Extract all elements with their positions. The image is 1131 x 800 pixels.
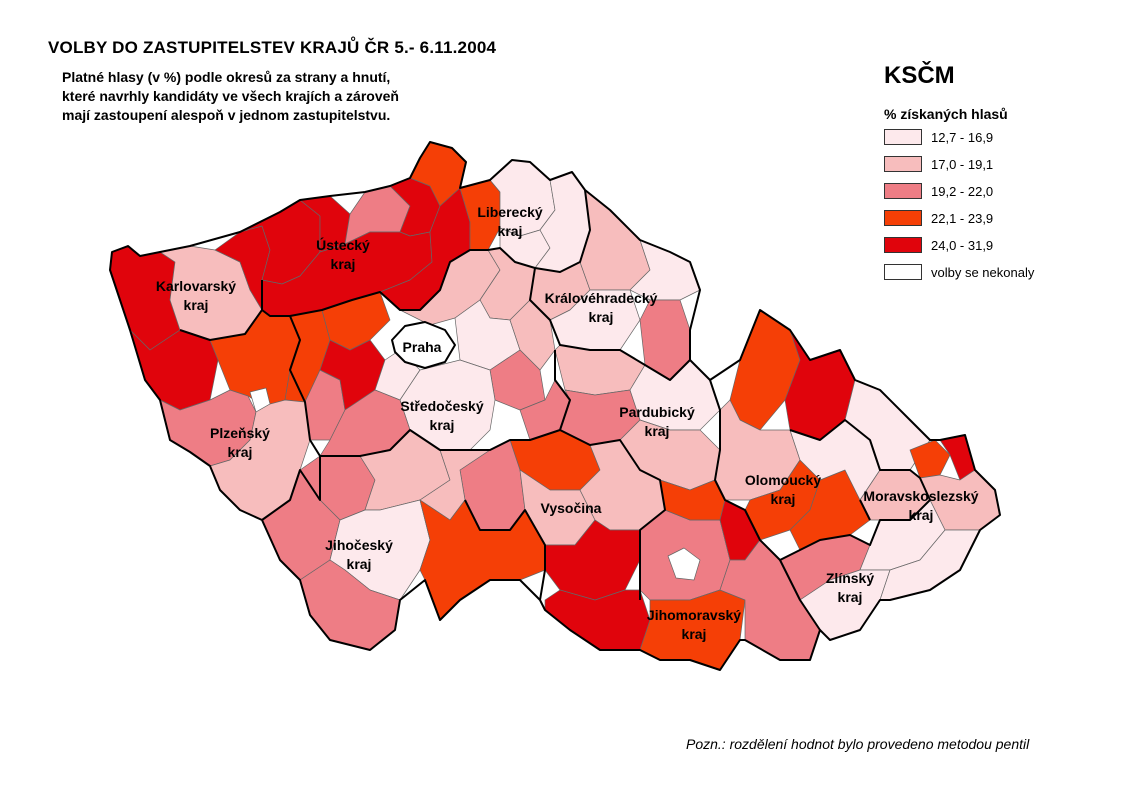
subtitle-line: Platné hlasy (v %) podle okresů za stran…: [62, 69, 391, 85]
legend-label: 12,7 - 16,9: [931, 129, 994, 145]
region-label-olomoucky: Olomoucký kraj: [745, 472, 821, 507]
region-label-karlovarsky: Karlovarský kraj: [156, 278, 236, 313]
legend-item: 12,7 - 16,9: [884, 128, 993, 146]
region-border: [179, 280, 263, 341]
region-border: [859, 499, 871, 521]
region-border: [464, 499, 546, 601]
legend-party: KSČM: [884, 62, 955, 89]
subtitle-line: mají zastoupení alespoň v jednom zastupi…: [62, 107, 391, 123]
legend-item: 17,0 - 19,1: [884, 155, 993, 173]
region-label-moravskoslezsky: Moravskoslezský kraj: [863, 488, 978, 523]
region-border: [779, 559, 821, 631]
legend-swatch: [884, 129, 922, 145]
footnote: Pozn.: rozdělení hodnot bylo provedeno m…: [686, 736, 1030, 752]
legend-label: 24,0 - 31,9: [931, 237, 994, 253]
legend-item: 19,2 - 22,0: [884, 182, 993, 200]
map-title: VOLBY DO ZASTUPITELSTEV KRAJŮ ČR 5.- 6.1…: [48, 38, 497, 57]
region-label-ustecky: Ústecký kraj: [316, 236, 370, 272]
region-label-vysocina: Vysočina: [541, 500, 602, 516]
region-label-jihomoravsky: Jihomoravský kraj: [647, 607, 741, 642]
district-cheb: [109, 245, 181, 351]
legend-swatch: [884, 237, 922, 253]
region-border: [261, 249, 488, 317]
region-label-liberecky: Liberecký kraj: [477, 204, 543, 239]
region-border: [559, 429, 666, 600]
region-border: [487, 189, 591, 273]
region-label-jihocesky: Jihočeský kraj: [325, 537, 393, 572]
region-border: [289, 315, 571, 457]
legend-label: volby se nekonaly: [931, 264, 1035, 280]
region-border: [109, 141, 1001, 671]
legend-label: 19,2 - 22,0: [931, 183, 994, 199]
region-label-pardubicky: Pardubický kraj: [619, 404, 695, 439]
region-border: [529, 267, 691, 381]
map-subtitle: Platné hlasy (v %) podle okresů za stran…: [62, 68, 399, 125]
legend-swatch: [884, 264, 922, 280]
region-label-zlinsky: Zlínský kraj: [826, 570, 874, 605]
legend-label: 22,1 - 23,9: [931, 210, 994, 226]
legend-item: 24,0 - 31,9: [884, 236, 993, 254]
legend-item: 22,1 - 23,9: [884, 209, 993, 227]
legend-item: volby se nekonaly: [884, 263, 1034, 281]
legend-swatch: [884, 156, 922, 172]
legend-label: 17,0 - 19,1: [931, 156, 994, 172]
legend-swatch: [884, 210, 922, 226]
region-label-kralovehradecky: Královéhradecký kraj: [545, 290, 658, 325]
district-znojmo: [544, 589, 651, 651]
region-label-stredocesky: Středočeský kraj: [400, 398, 483, 433]
legend-swatch: [884, 183, 922, 199]
legend-subtitle: % získaných hlasů: [884, 106, 1008, 122]
subtitle-line: které navrhly kandidáty ve všech krajích…: [62, 88, 399, 104]
district-brno-mesto: [667, 547, 701, 581]
region-border: [709, 379, 931, 561]
region-labels: Liberecký kraj Ústecký kraj Karlovarský kra…: [156, 204, 979, 642]
region-label-praha: Praha: [403, 339, 442, 355]
region-border: [261, 456, 321, 521]
district-ostrava: [909, 439, 951, 479]
region-label-plzensky: Plzeňský kraj: [210, 425, 270, 460]
region-border: [391, 321, 456, 369]
